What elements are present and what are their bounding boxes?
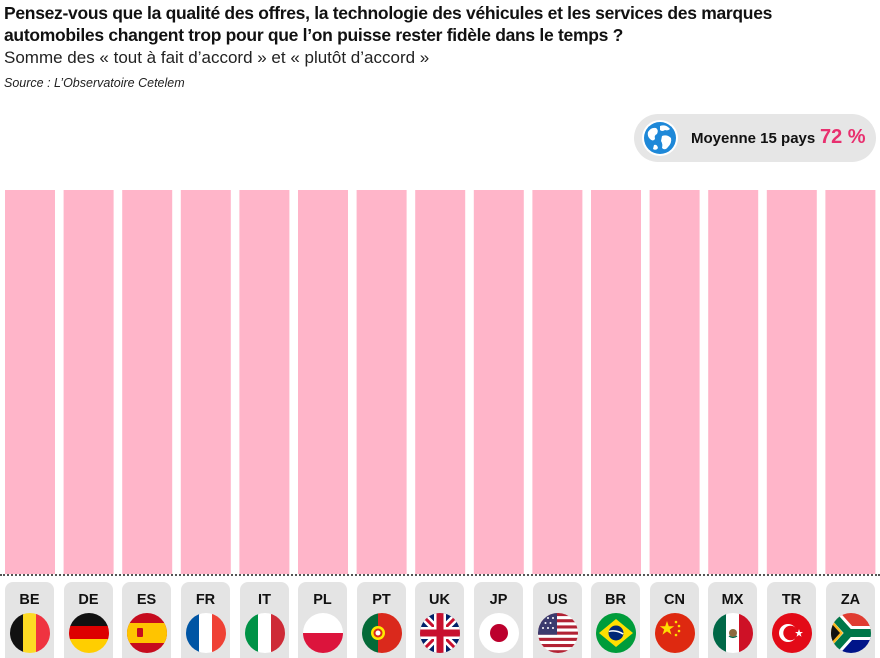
france-flag-icon [186, 613, 226, 653]
bar-mx [708, 190, 759, 574]
country-code: JP [489, 592, 508, 608]
country-code: PT [372, 592, 391, 608]
country-card-br: BR [591, 582, 640, 658]
uk-flag-icon [420, 613, 460, 653]
country-cards: BE DE ES FR IT PL [0, 582, 880, 658]
bar-pl [298, 190, 348, 574]
country-code: CN [664, 592, 685, 608]
portugal-flag-icon [362, 613, 402, 653]
country-card-us: US [533, 582, 582, 658]
bar-br [591, 190, 641, 574]
country-card-uk: UK [415, 582, 464, 658]
average-badge: Moyenne 15 pays 72 % [634, 114, 876, 162]
belgium-flag-icon [10, 613, 50, 653]
country-code: MX [721, 592, 744, 608]
chart-source: Source : L’Observatoire Cetelem [4, 76, 185, 90]
country-card-pt: PT [357, 582, 406, 658]
country-code: TR [781, 592, 802, 608]
country-code: ES [136, 592, 157, 608]
bar-us [532, 190, 583, 574]
bar-de [63, 190, 114, 574]
country-card-pl: PL [298, 582, 347, 658]
poland-flag-icon [303, 613, 343, 653]
country-card-mx: MX [708, 582, 757, 658]
chart-title: Pensez-vous que la qualité des offres, l… [4, 3, 773, 45]
bar-tr [766, 190, 817, 574]
country-code: DE [78, 592, 99, 608]
country-card-it: IT [240, 582, 289, 658]
chart-baseline [0, 574, 880, 576]
country-card-za: ZA [826, 582, 875, 658]
country-code: US [547, 592, 568, 608]
country-code: ZA [840, 592, 861, 608]
country-code: BR [605, 592, 626, 608]
chart-subtitle: Somme des « tout à fait d’accord » et « … [4, 48, 430, 67]
country-card-tr: TR [767, 582, 816, 658]
germany-flag-icon [69, 613, 109, 653]
usa-flag-icon [538, 613, 578, 653]
average-value: 72 % [820, 126, 866, 148]
country-card-cn: CN [650, 582, 699, 658]
japan-flag-icon [479, 613, 519, 653]
bar-jp [473, 190, 524, 574]
china-flag-icon [655, 613, 695, 653]
bar-uk [415, 190, 466, 574]
country-card-jp: JP [474, 582, 523, 658]
south-africa-flag-icon [831, 613, 871, 653]
country-code: UK [429, 592, 450, 608]
bar-fr [180, 190, 231, 574]
italy-flag-icon [245, 613, 285, 653]
bar-pt [356, 190, 407, 574]
bar-cn [649, 190, 700, 574]
brazil-flag-icon [596, 613, 636, 653]
country-code: BE [19, 592, 40, 608]
bar-it [239, 190, 290, 574]
country-code: IT [258, 592, 271, 608]
country-card-be: BE [5, 582, 54, 658]
average-label: Moyenne 15 pays [691, 130, 816, 147]
mexico-flag-icon [713, 613, 753, 653]
globe-icon [642, 120, 678, 156]
bar-be [5, 190, 55, 574]
country-code: PL [313, 592, 332, 608]
country-card-es: ES [122, 582, 171, 658]
country-card-de: DE [64, 582, 113, 658]
spain-flag-icon [127, 613, 167, 653]
country-code: FR [195, 592, 216, 608]
bar-za [825, 190, 876, 574]
turkey-flag-icon [772, 613, 812, 653]
country-card-fr: FR [181, 582, 230, 658]
bar-es [122, 190, 173, 574]
bar-chart: 67 %66 %82 %66 %74 %76 %76 %77 %60 %67 %… [5, 190, 876, 574]
